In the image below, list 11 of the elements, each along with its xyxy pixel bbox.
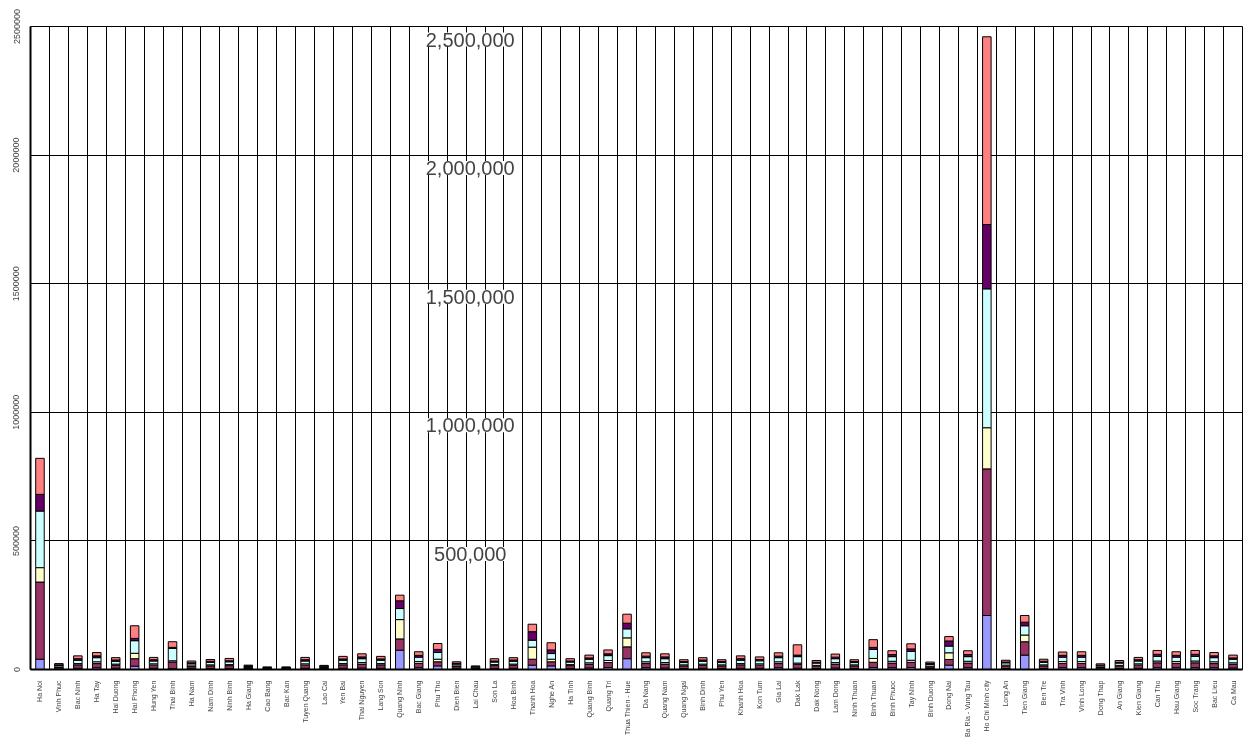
y2-tick-label: 1500000 xyxy=(11,266,22,302)
y-tick-label: 2,500,000 xyxy=(425,28,515,51)
y2-tick-label: 1000000 xyxy=(11,394,22,430)
y-tick-label: 500,000 xyxy=(434,542,507,565)
y2-tick-label: 500000 xyxy=(11,525,22,556)
y-tick-label: 2,000,000 xyxy=(425,157,515,180)
y-tick-label: 1,500,000 xyxy=(425,285,515,308)
y2-tick-label: 0 xyxy=(11,666,22,672)
y-tick-label: 1,000,000 xyxy=(425,414,515,437)
y2-tick-label: 2500000 xyxy=(11,8,22,45)
y2-tick-label: 2000000 xyxy=(11,137,22,173)
